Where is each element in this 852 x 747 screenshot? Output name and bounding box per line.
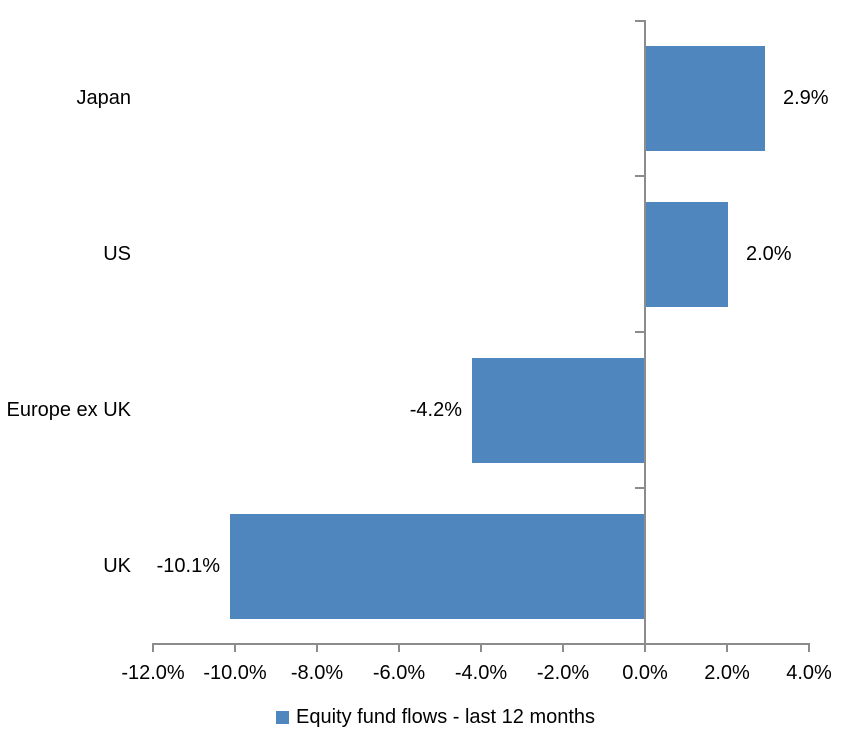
value-axis-tick: [726, 644, 728, 652]
value-label-japan: 2.9%: [783, 87, 829, 109]
legend-label: Equity fund flows - last 12 months: [296, 706, 596, 728]
category-label-europe-ex-uk: Europe ex UK: [6, 399, 131, 421]
value-axis-tick-label: 0.0%: [622, 662, 668, 684]
value-axis-tick: [562, 644, 564, 652]
value-axis-tick-label: -12.0%: [121, 662, 185, 684]
value-label-europe-ex-uk: -4.2%: [409, 399, 462, 421]
bar-uk: [230, 514, 644, 619]
value-axis-tick-label: -8.0%: [290, 662, 344, 684]
bar-japan: [646, 46, 765, 151]
value-axis-tick-label: 2.0%: [704, 662, 750, 684]
category-axis-tick: [635, 175, 644, 177]
value-axis-tick-label: -4.0%: [454, 662, 508, 684]
category-axis-tick: [635, 331, 644, 333]
category-label-japan: Japan: [76, 87, 132, 109]
category-label-us: US: [103, 243, 131, 265]
bar-us: [646, 202, 728, 307]
value-axis-tick-label: -2.0%: [536, 662, 590, 684]
value-axis-tick-label: -10.0%: [203, 662, 267, 684]
value-axis-tick: [234, 644, 236, 652]
value-label-uk: -10.1%: [156, 555, 220, 577]
value-axis-tick: [398, 644, 400, 652]
category-axis-tick: [635, 20, 644, 22]
value-axis-tick: [480, 644, 482, 652]
value-axis-tick-label: -6.0%: [372, 662, 426, 684]
value-axis-tick: [316, 644, 318, 652]
value-axis-tick: [808, 644, 810, 652]
value-axis-tick: [644, 644, 646, 652]
value-axis-tick: [152, 644, 154, 652]
value-axis-tick-label: 4.0%: [786, 662, 832, 684]
bar-europe-ex-uk: [472, 358, 644, 463]
category-axis-tick: [635, 487, 644, 489]
value-label-us: 2.0%: [746, 243, 792, 265]
category-label-uk: UK: [103, 555, 131, 577]
category-axis-line: [644, 20, 646, 644]
legend: Equity fund flows - last 12 months: [276, 706, 595, 729]
legend-swatch-icon: [276, 711, 289, 724]
